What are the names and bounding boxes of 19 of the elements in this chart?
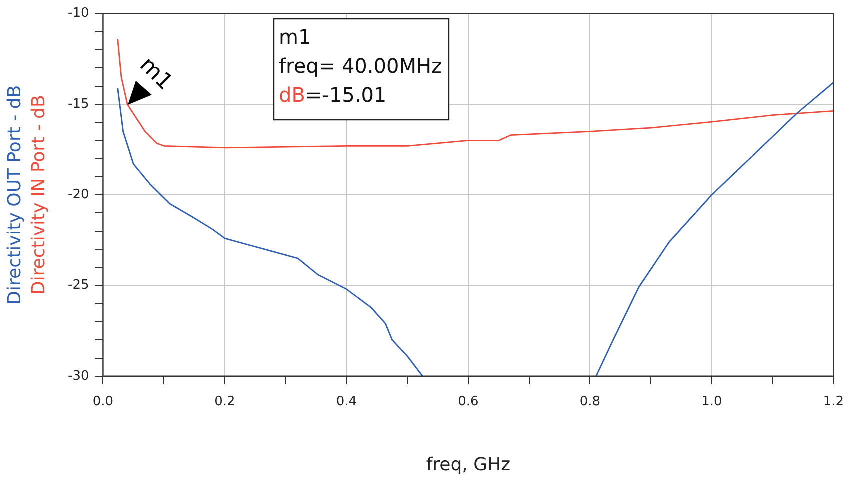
y-tick-label: -20 xyxy=(68,187,90,202)
x-tick-label: 1.2 xyxy=(823,394,844,410)
annotation: dB=-15.01 xyxy=(279,83,387,108)
annotation: freq= 40.00MHz xyxy=(279,54,442,78)
x-tick-label: 0.8 xyxy=(580,394,601,410)
y-tick-label: -10 xyxy=(68,6,90,22)
x-tick-label: 0.6 xyxy=(458,394,479,410)
x-tick-label: 0.4 xyxy=(336,394,358,410)
x-tick-label: 1.0 xyxy=(702,394,722,410)
y-tick-label: -25 xyxy=(68,278,90,294)
x-tick-label: 0.0 xyxy=(92,394,114,410)
annotation: m1 xyxy=(279,25,312,50)
y-tick-label: -15 xyxy=(68,96,90,112)
annotation: m1 xyxy=(134,52,178,96)
x-axis-title: freq, GHz xyxy=(426,454,511,476)
y-tick-label: -30 xyxy=(68,368,90,384)
x-tick-label: 0.2 xyxy=(214,394,236,410)
text: Directivity IN Port - dB xyxy=(28,95,50,296)
text: Directivity OUT Port - dB xyxy=(4,85,26,305)
